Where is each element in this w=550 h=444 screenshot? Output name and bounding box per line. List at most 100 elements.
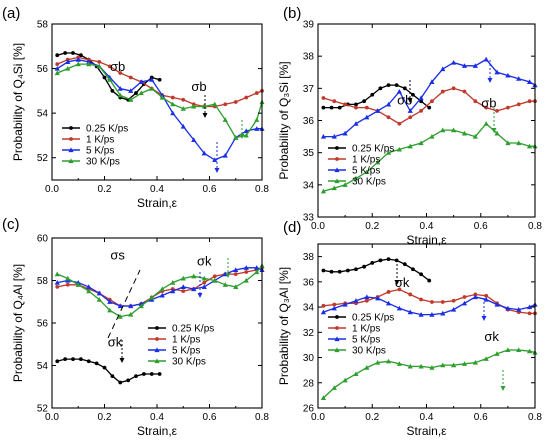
data-point bbox=[222, 152, 228, 158]
data-point bbox=[461, 130, 468, 136]
data-point bbox=[233, 284, 239, 289]
data-point bbox=[494, 69, 500, 75]
data-point bbox=[337, 105, 342, 110]
data-point bbox=[75, 57, 81, 62]
data-point bbox=[128, 97, 134, 102]
data-point bbox=[370, 261, 375, 265]
data-point bbox=[402, 262, 407, 267]
arrow-head bbox=[407, 98, 413, 103]
arrow-head bbox=[394, 280, 400, 285]
data-point bbox=[430, 99, 434, 104]
data-point bbox=[134, 91, 138, 95]
data-point bbox=[451, 362, 457, 368]
data-point bbox=[378, 86, 383, 91]
data-point bbox=[408, 115, 413, 120]
data-point bbox=[96, 63, 102, 69]
data-point bbox=[117, 86, 123, 91]
data-point bbox=[353, 175, 359, 181]
data-point bbox=[159, 94, 165, 100]
data-point bbox=[342, 130, 348, 136]
x-tick-label: 0.2 bbox=[98, 412, 112, 423]
data-point bbox=[342, 377, 348, 383]
y-tick-label: 52 bbox=[37, 404, 49, 415]
series-4 bbox=[54, 263, 265, 319]
x-tick-label: 0.2 bbox=[98, 184, 112, 195]
data-point bbox=[353, 298, 359, 303]
data-point bbox=[107, 299, 113, 304]
data-point bbox=[378, 258, 383, 263]
data-point bbox=[337, 269, 342, 274]
data-point bbox=[170, 110, 176, 116]
legend-marker bbox=[68, 147, 74, 153]
data-point bbox=[408, 292, 413, 297]
data-point bbox=[233, 272, 238, 277]
y-tick-label: 36 bbox=[303, 277, 315, 288]
data-point bbox=[110, 374, 115, 379]
data-point bbox=[138, 303, 144, 309]
data-point bbox=[472, 133, 478, 139]
series-1 bbox=[321, 83, 432, 110]
panel-label: (a) bbox=[2, 5, 20, 22]
legend-marker bbox=[69, 137, 73, 141]
panel-label: (d) bbox=[283, 219, 301, 236]
y-axis-label: Probability of Q₄Si [%] bbox=[11, 43, 25, 161]
data-point bbox=[321, 303, 326, 308]
data-point bbox=[375, 108, 381, 113]
x-tick-label: 0.8 bbox=[528, 412, 542, 423]
data-point bbox=[402, 86, 407, 91]
series-3 bbox=[320, 56, 538, 139]
data-point bbox=[451, 86, 456, 91]
data-point bbox=[343, 102, 348, 107]
data-point bbox=[180, 275, 186, 281]
data-point bbox=[353, 121, 359, 126]
x-tick-label: 0.6 bbox=[474, 412, 488, 423]
x-tick-label: 0.0 bbox=[311, 412, 325, 423]
data-point bbox=[191, 137, 197, 142]
data-point bbox=[451, 127, 457, 133]
y-tick-label: 34 bbox=[303, 180, 315, 191]
data-point bbox=[128, 311, 134, 317]
data-point bbox=[254, 269, 260, 275]
data-point bbox=[181, 289, 186, 294]
data-point bbox=[94, 361, 99, 366]
data-point bbox=[102, 365, 107, 370]
data-point bbox=[180, 123, 186, 129]
legend-marker bbox=[68, 158, 74, 164]
data-point bbox=[320, 133, 327, 139]
arrow-head bbox=[197, 293, 203, 298]
legend-marker bbox=[335, 157, 339, 161]
data-point bbox=[159, 286, 165, 292]
x-axis-label: Strain,ε bbox=[137, 196, 178, 210]
x-tick-label: 0.2 bbox=[365, 221, 379, 232]
data-point bbox=[75, 282, 81, 287]
series-1 bbox=[55, 357, 162, 385]
series-3 bbox=[54, 265, 265, 309]
data-point bbox=[117, 303, 123, 309]
data-point bbox=[254, 91, 259, 95]
y-tick-label: 36 bbox=[303, 116, 315, 127]
y-tick-label: 58 bbox=[37, 20, 49, 31]
data-point bbox=[128, 88, 134, 93]
data-point bbox=[418, 363, 424, 369]
data-point bbox=[55, 284, 60, 289]
data-point bbox=[65, 275, 71, 281]
y-tick-label: 39 bbox=[303, 20, 315, 31]
data-point bbox=[527, 311, 532, 316]
data-point bbox=[201, 284, 207, 289]
data-point bbox=[138, 90, 144, 96]
data-point bbox=[362, 264, 367, 269]
data-point bbox=[55, 53, 60, 58]
annotation-label: σb bbox=[110, 59, 125, 74]
annotation-label: σk bbox=[484, 329, 499, 344]
legend-label: 30 K/ps bbox=[352, 346, 386, 357]
arrow-head bbox=[119, 358, 125, 363]
data-point bbox=[212, 101, 218, 107]
data-point bbox=[65, 282, 70, 287]
legend-marker bbox=[155, 326, 159, 330]
annotation-label: σk bbox=[395, 275, 410, 290]
data-point bbox=[461, 361, 468, 366]
data-point bbox=[321, 105, 326, 110]
data-point bbox=[128, 303, 134, 309]
